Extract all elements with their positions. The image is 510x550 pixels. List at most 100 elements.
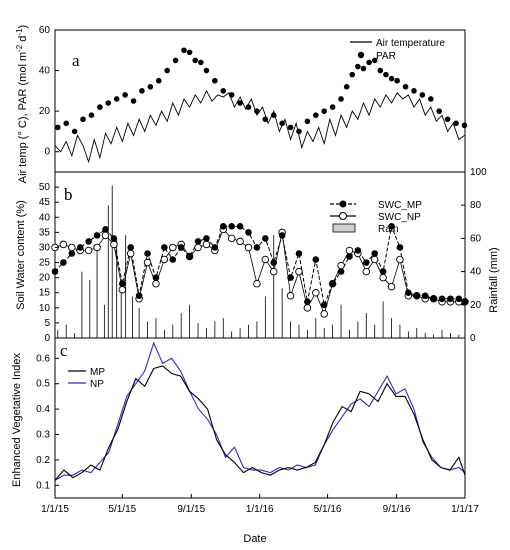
par-point [164, 67, 170, 74]
panel-c-ytick-label: 0.3 [36, 430, 50, 441]
swc-np-point [379, 273, 387, 282]
par-point [279, 120, 285, 127]
panel-a-plot [54, 47, 468, 164]
swc-np-point [244, 243, 253, 252]
par-point [155, 77, 162, 84]
swc-np-point [286, 291, 295, 300]
swc-mp-point [127, 244, 135, 251]
swc-np-point [345, 246, 354, 255]
swc-mp-point [68, 250, 76, 257]
legend-label-swc-mp: SWC_MP [378, 200, 422, 211]
panel-b-ytick-label: 5 [44, 318, 50, 329]
panel-b-ytick-right-label: 100 [470, 167, 487, 178]
swc-mp-point [169, 256, 177, 263]
swc-np-point [169, 243, 177, 252]
swc-mp-point [337, 268, 345, 275]
swc-mp-point [421, 292, 429, 300]
panel-b-ytick-label: 0 [44, 333, 50, 344]
swc-np-point [362, 267, 371, 276]
par-point [63, 120, 70, 127]
swc-np-point [202, 240, 211, 249]
swc-mp-point [228, 223, 235, 230]
swc-np-point [269, 267, 278, 276]
panel-letter-b: b [64, 185, 73, 204]
par-point [366, 59, 372, 66]
axis-ticks: 0 20 40 60 0 5 10 15 20 25 30 35 40 45 50 0 20 40 60 80 100 0… [36, 25, 487, 515]
panel-b-ytick-label: 35 [39, 227, 51, 238]
panel-c-ytick-label: 0.4 [36, 404, 50, 415]
swc-mp-point [102, 226, 109, 233]
swc-np-point [261, 255, 270, 264]
par-point [313, 112, 319, 118]
swc-np-point [101, 231, 110, 240]
swc-mp-point [379, 268, 387, 275]
panel-b-ytick-label: 15 [39, 288, 51, 299]
evi-mp-line [54, 365, 466, 481]
swc-np-point [312, 288, 320, 297]
swc-mp-point [219, 223, 227, 230]
panel-b-ytick-label: 10 [39, 303, 51, 314]
swc-np-point [160, 255, 169, 264]
swc-mp-point [413, 292, 421, 300]
par-point [130, 98, 137, 104]
swc-mp-point [119, 280, 126, 287]
panel-a-ytick-label: 40 [39, 66, 51, 77]
swc-np-point [93, 243, 101, 252]
panel-b-ytick-label: 25 [39, 258, 51, 269]
swc-mp-point [85, 238, 92, 245]
swc-np-point [194, 243, 202, 252]
panel-c-plot [54, 341, 466, 481]
panel-b-ytick-label: 20 [39, 273, 51, 284]
par-point [394, 77, 400, 84]
par-point [371, 57, 378, 64]
legend-label-rain: Rain [378, 224, 399, 235]
legend-label-air-temperature: Air temperature [376, 38, 445, 49]
swc-mp-point [60, 259, 67, 266]
par-point [147, 84, 154, 90]
swc-np-point [152, 279, 160, 288]
swc-mp-point [430, 295, 437, 303]
par-point [55, 124, 61, 131]
panel-b-ylabel-right: Rainfall (mm) [488, 247, 500, 312]
par-point [388, 75, 395, 82]
x-tick-label: 1/1/15 [41, 504, 69, 515]
swc-mp-point [278, 232, 286, 239]
panel-b-ytick-right-label: 60 [470, 233, 482, 244]
par-point [71, 128, 78, 135]
x-tick-label: 9/1/16 [383, 504, 411, 515]
par-point [105, 100, 112, 106]
par-point [329, 104, 336, 110]
swc-np-point [387, 282, 396, 291]
swc-mp-point [287, 274, 294, 281]
legend-label-par: PAR [376, 51, 396, 62]
par-point [296, 128, 302, 135]
legend-panel-b: SWC_MP SWC_NP Rain [330, 200, 422, 235]
par-point [427, 96, 434, 102]
x-tick-label: 9/1/15 [177, 504, 205, 515]
par-point [203, 67, 210, 74]
swc-np-point [370, 255, 379, 264]
swc-mp-point [144, 250, 151, 257]
swc-mp-point [186, 253, 193, 260]
par-point [343, 84, 350, 90]
par-point [88, 112, 95, 118]
x-tick-label: 1/1/17 [451, 504, 479, 515]
panel-b-ytick-label: 40 [39, 212, 51, 223]
swc-np-point [253, 279, 261, 288]
swc-mp-point [177, 244, 185, 251]
panel-c-ytick-label: 0.2 [36, 455, 50, 466]
par-point [172, 57, 179, 64]
swc-mp-point [329, 280, 336, 287]
par-point [461, 122, 468, 129]
swc-np-point [236, 237, 244, 246]
panel-b-ytick-right-label: 40 [470, 267, 482, 278]
panel-a-ytick-label: 0 [44, 147, 50, 158]
swc-mp-point [152, 274, 160, 281]
par-point [228, 92, 235, 98]
swc-np-point [396, 255, 404, 264]
par-point [402, 84, 409, 90]
swc-mp-point [93, 232, 101, 239]
panel-c-ytick-label: 0.6 [36, 353, 50, 364]
air-temperature-line [54, 89, 465, 164]
